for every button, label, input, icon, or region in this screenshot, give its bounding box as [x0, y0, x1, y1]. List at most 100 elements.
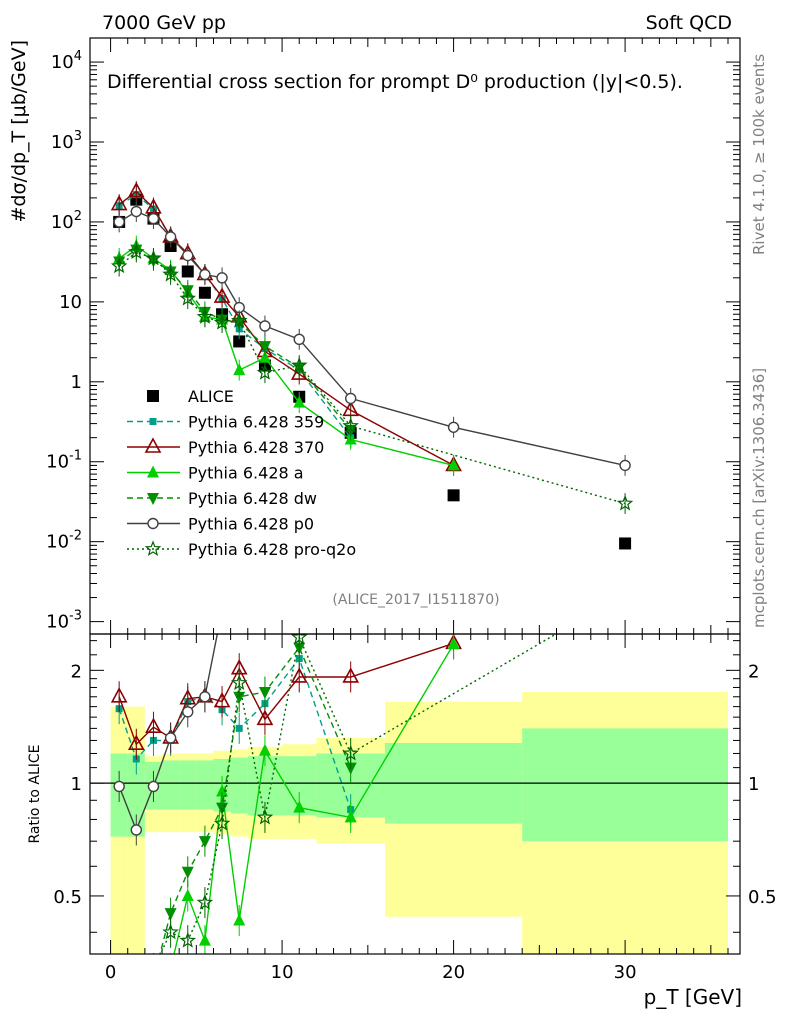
- ratio-data-point: [147, 780, 160, 793]
- main-y-tick-label: 10: [59, 292, 82, 313]
- main-data-point: [256, 364, 274, 380]
- ratio-data-point: [164, 908, 177, 921]
- legend-label: Pythia 6.428 pro-q2o: [188, 540, 356, 559]
- main-data-point: [196, 308, 214, 324]
- main-y-tick-label: 10-1: [46, 449, 82, 473]
- ratio-data-point: [235, 724, 243, 732]
- ratio-data-point: [147, 983, 159, 995]
- ratio-frame: [89, 633, 741, 955]
- ratio-data-point: [130, 824, 143, 836]
- legend-label: Pythia 6.428 370: [188, 438, 324, 457]
- ratio-y-tick-label: 2: [71, 661, 82, 682]
- ratio-data-point: [213, 814, 231, 831]
- ratio-data-point: [256, 709, 274, 726]
- main-data-point: [447, 458, 460, 471]
- ratio-band-inner: [162, 760, 180, 810]
- ratio-y-tick-label-right: 1: [748, 774, 759, 795]
- main-y-tick-label: 10-2: [46, 529, 82, 553]
- ratio-data-point: [213, 691, 231, 708]
- main-data-point: [230, 312, 248, 328]
- main-data-point: [233, 335, 246, 348]
- main-data-point: [199, 268, 211, 281]
- ratio-data-point: [344, 810, 357, 823]
- main-data-point: [213, 287, 231, 303]
- legend-label: ALICE: [188, 387, 234, 406]
- legend-marker: [144, 540, 162, 557]
- main-series-2: [110, 181, 462, 476]
- ratio-data-point: [147, 974, 159, 986]
- main-series-line: [118, 193, 352, 439]
- main-data-point: [342, 400, 360, 417]
- ratio-data-point: [145, 717, 162, 734]
- ratio-series-4: [113, 605, 227, 846]
- main-y-tick-label: 1: [71, 372, 82, 393]
- ratio-x-tick-label: 0: [105, 962, 116, 983]
- ratio-data-point: [217, 605, 227, 615]
- ratio-data-point: [182, 706, 194, 718]
- ratio-data-point: [110, 687, 128, 703]
- main-series-line: [118, 251, 626, 505]
- legend-label: Pythia 6.428 p0: [188, 515, 314, 534]
- main-data-point: [447, 489, 460, 502]
- ratio-data-point: [113, 983, 126, 996]
- ratio-data-point: [290, 634, 308, 645]
- main-data-point: [259, 320, 271, 332]
- legend-marker: [147, 517, 159, 530]
- main-data-point: [110, 194, 128, 211]
- ratio-data-point: [130, 989, 142, 1001]
- ratio-band-inner: [522, 728, 728, 842]
- ratio-data-point: [130, 1004, 142, 1016]
- ratio-ylabel: Ratio to ALICE: [27, 744, 43, 843]
- ratio-series-2: [130, 634, 460, 1001]
- main-data-point: [342, 417, 359, 434]
- main-series-5: [113, 201, 631, 476]
- ratio-series-line: [173, 643, 455, 954]
- main-data-point: [130, 205, 143, 218]
- ratio-data-point: [216, 784, 229, 797]
- main-y-tick-label: 104: [51, 49, 82, 73]
- main-data-point: [258, 350, 271, 363]
- ratio-band-inner: [127, 753, 145, 837]
- ratio-data-point: [293, 800, 306, 813]
- ratio-data-point: [618, 587, 631, 600]
- ratio-y-tick-label-right: 0.5: [748, 887, 777, 908]
- main-data-point: [233, 363, 246, 376]
- ratio-y-tick-label: 0.5: [53, 887, 82, 908]
- legend-marker: [147, 390, 159, 402]
- main-data-point: [619, 459, 631, 472]
- legend-label: Pythia 6.428 dw: [188, 489, 317, 508]
- main-data-point: [181, 265, 194, 278]
- main-y-tick-label: 103: [51, 129, 82, 153]
- legend-marker: [147, 465, 159, 478]
- main-data-point: [198, 286, 211, 299]
- ratio-band-inner: [196, 760, 214, 810]
- ratio-data-point: [447, 637, 460, 650]
- ratio-data-point: [342, 744, 359, 761]
- ratio-y-tick-label-right: 2: [748, 661, 759, 682]
- main-data-point: [293, 333, 305, 346]
- main-data-point: [179, 289, 196, 306]
- main-title: Differential cross section for prompt D⁰…: [107, 71, 683, 93]
- main-data-point: [164, 231, 177, 243]
- main-data-point: [213, 313, 231, 330]
- main-data-point: [216, 272, 228, 284]
- ratio-data-point: [164, 732, 177, 744]
- legend-label: Pythia 6.428 359: [188, 413, 324, 432]
- ratio-data-point: [113, 780, 125, 793]
- ratio-data-point: [233, 913, 246, 926]
- main-data-point: [182, 249, 194, 262]
- ratio-data-point: [181, 866, 194, 879]
- ratio-data-point: [165, 962, 177, 974]
- main-data-point: [113, 216, 125, 228]
- legend-marker: [144, 437, 162, 453]
- legend-label: Pythia 6.428 a: [188, 464, 304, 483]
- ratio-data-point: [342, 667, 360, 683]
- ratio-series-line: [118, 642, 454, 746]
- ratio-data-point: [258, 743, 271, 756]
- main-data-point: [110, 257, 128, 274]
- ratio-x-tick-label: 10: [271, 962, 294, 983]
- ratio-data-point: [230, 674, 248, 691]
- ratio-series-line: [159, 646, 352, 954]
- main-y-tick-label: 102: [51, 209, 82, 233]
